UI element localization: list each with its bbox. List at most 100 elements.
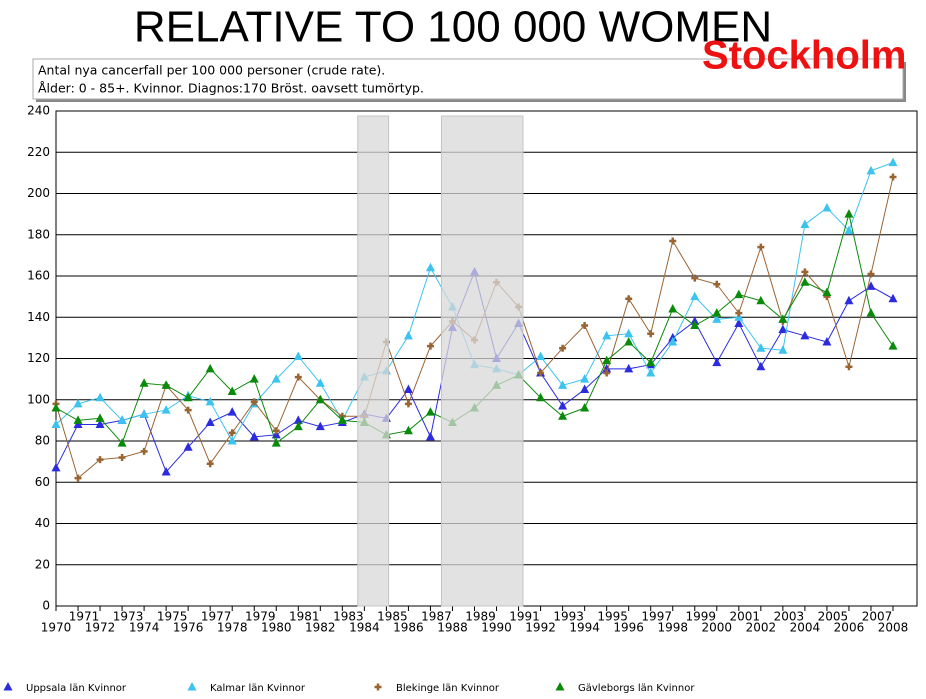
x-tick-label: 1997 xyxy=(641,610,672,624)
point xyxy=(756,295,766,305)
point xyxy=(822,287,832,296)
point xyxy=(712,314,722,323)
point xyxy=(118,454,126,461)
chart-title: RELATIVE TO 100 000 WOMEN xyxy=(134,3,772,52)
x-tick-label: 2003 xyxy=(774,610,805,624)
info-box xyxy=(32,58,904,100)
point xyxy=(426,342,434,350)
x-tick-label: 1990 xyxy=(481,621,512,635)
point xyxy=(691,274,699,282)
point xyxy=(756,361,766,371)
point xyxy=(73,415,83,424)
shaded-period xyxy=(440,115,524,607)
point xyxy=(581,322,589,329)
x-tick-label: 2000 xyxy=(702,621,733,635)
point xyxy=(74,474,82,482)
x-tick-label: 2001 xyxy=(730,610,761,624)
x-tick-label: 1996 xyxy=(613,621,644,635)
point xyxy=(690,291,700,301)
point xyxy=(51,462,61,472)
point xyxy=(206,460,214,468)
point xyxy=(95,392,105,402)
x-tick-label: 1983 xyxy=(333,610,364,624)
point xyxy=(669,237,677,245)
point xyxy=(96,456,104,464)
point xyxy=(778,314,788,323)
y-tick-label: 200 xyxy=(27,186,50,200)
x-tick-label: 1977 xyxy=(201,610,232,624)
point xyxy=(602,355,612,365)
subtitle: Ålder: 0 - 85+. Kvinnor. Diagnos:170 Brö… xyxy=(38,81,424,96)
x-tick-label: 1993 xyxy=(553,610,584,624)
point xyxy=(756,343,766,352)
x-tick-label: 1975 xyxy=(157,610,188,624)
y-tick-label: 160 xyxy=(27,269,50,283)
point xyxy=(844,209,854,218)
point xyxy=(403,384,413,393)
point xyxy=(866,281,876,290)
y-tick-label: 180 xyxy=(27,227,50,241)
point xyxy=(250,398,258,406)
y-tick-label: 120 xyxy=(27,351,50,365)
point xyxy=(646,357,656,367)
point xyxy=(778,345,788,354)
point xyxy=(668,304,678,313)
x-tick-label: 1976 xyxy=(173,621,204,635)
point xyxy=(668,337,678,346)
point xyxy=(227,407,237,416)
point xyxy=(161,380,171,389)
point xyxy=(822,337,832,346)
point xyxy=(403,330,413,340)
x-tick-label: 1999 xyxy=(685,610,716,624)
point xyxy=(315,378,325,387)
point xyxy=(712,357,722,367)
x-tick-label: 1979 xyxy=(245,610,276,624)
y-tick-label: 220 xyxy=(27,145,50,159)
legend-label: Uppsala län Kvinnor xyxy=(26,683,127,694)
point xyxy=(888,157,898,167)
point xyxy=(778,324,788,334)
point xyxy=(624,328,634,338)
point xyxy=(580,384,590,393)
x-tick-label: 1988 xyxy=(437,621,468,635)
point xyxy=(117,415,127,424)
legend-label: Blekinge län Kvinnor xyxy=(396,683,500,694)
x-tick-label: 2008 xyxy=(878,621,909,635)
x-tick-label: 1994 xyxy=(569,621,600,635)
point xyxy=(757,243,765,251)
subtitle: Antal nya cancerfall per 100 000 persone… xyxy=(38,63,385,78)
point xyxy=(404,400,412,408)
point xyxy=(559,344,567,352)
point xyxy=(690,320,700,329)
point xyxy=(888,341,898,350)
point xyxy=(425,407,435,416)
point xyxy=(293,351,303,360)
point xyxy=(140,447,148,455)
x-tick-label: 2007 xyxy=(862,610,893,624)
x-tick-label: 1972 xyxy=(85,621,116,635)
y-tick-label: 60 xyxy=(35,475,50,489)
legend-marker xyxy=(187,682,197,691)
point xyxy=(117,438,127,447)
point xyxy=(184,406,192,414)
x-tick-label: 1995 xyxy=(597,610,628,624)
point xyxy=(536,392,546,402)
point xyxy=(888,293,898,303)
point xyxy=(844,225,854,235)
y-tick-label: 140 xyxy=(27,310,50,324)
point xyxy=(205,396,215,406)
point xyxy=(161,466,171,476)
y-tick-label: 20 xyxy=(35,557,50,571)
point xyxy=(866,165,876,175)
legend-marker xyxy=(3,682,13,691)
point xyxy=(558,380,568,389)
x-tick-label: 1985 xyxy=(377,610,408,624)
x-tick-label: 1970 xyxy=(41,621,72,635)
point xyxy=(249,431,259,441)
x-tick-label: 2006 xyxy=(834,621,865,635)
x-tick-label: 2005 xyxy=(818,610,849,624)
point xyxy=(51,403,61,412)
y-tick-label: 240 xyxy=(27,104,50,118)
point xyxy=(537,369,545,377)
point xyxy=(800,277,810,286)
